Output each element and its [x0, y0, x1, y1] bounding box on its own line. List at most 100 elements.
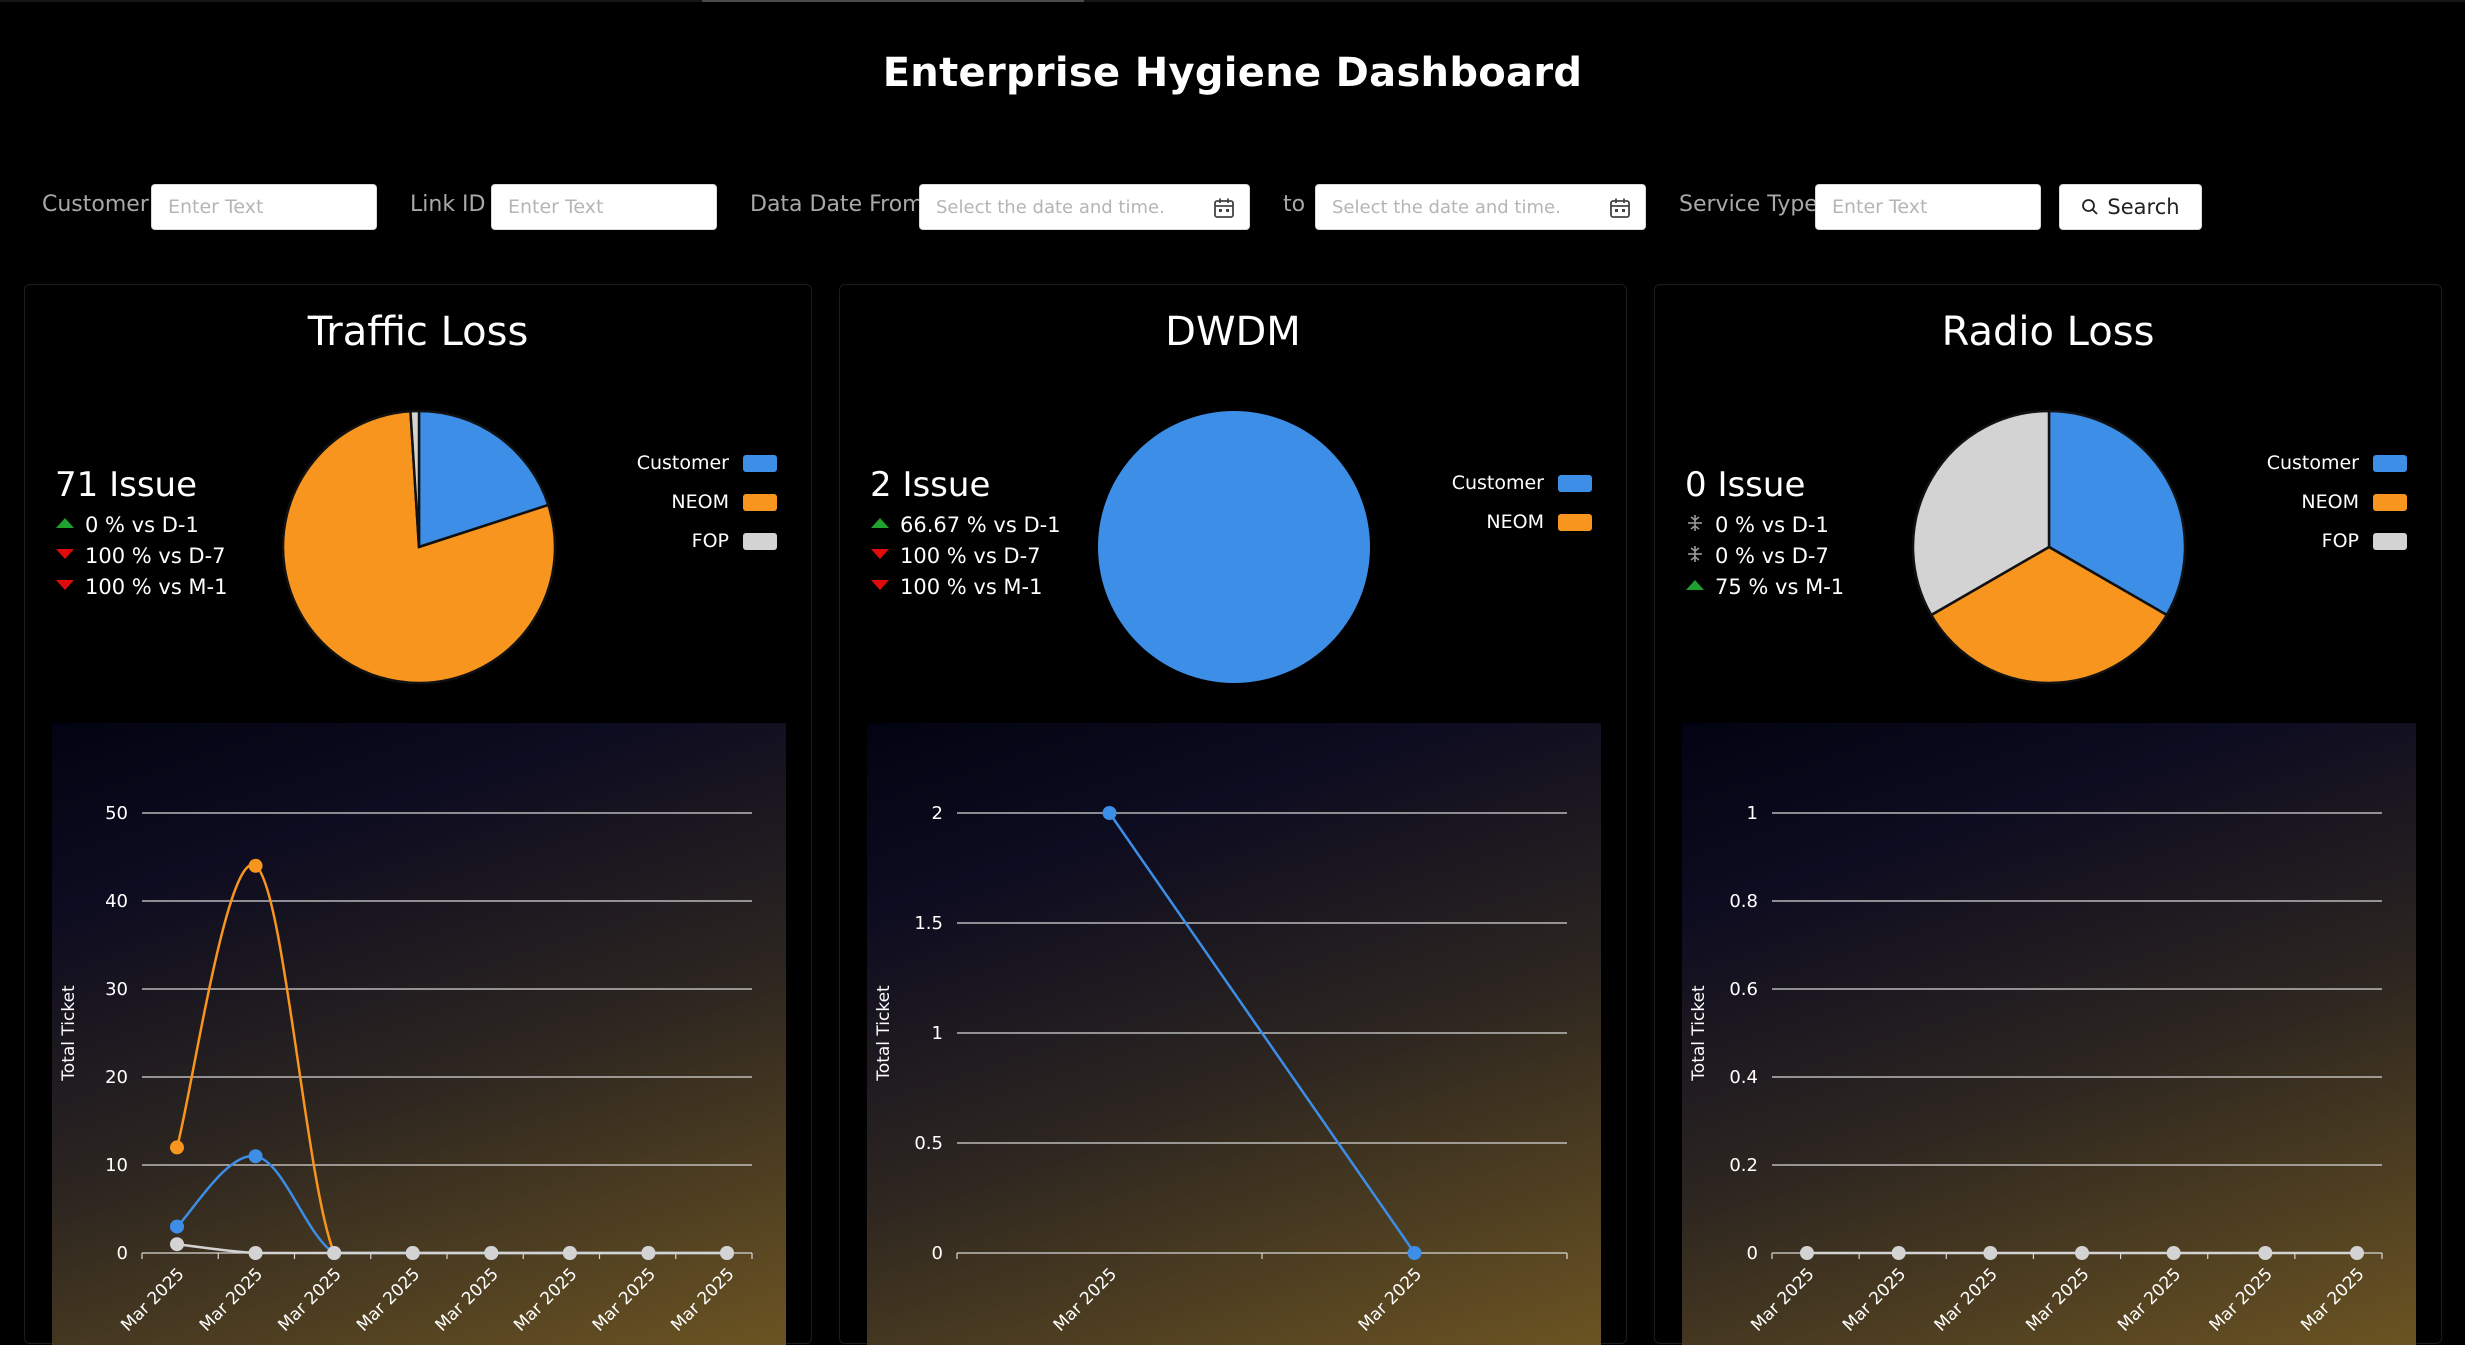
y-tick-label: 50 [105, 803, 128, 824]
y-tick-label: 0 [932, 1243, 943, 1264]
legend-label: FOP [691, 530, 729, 552]
kpi-block: 2 Issue 66.67 % vs D-1 100 % vs D-7 100 … [870, 465, 1061, 602]
legend-item[interactable]: Customer [1452, 472, 1592, 494]
to-label: to [1283, 192, 1306, 217]
delta-row: 0 % vs D-1 [1685, 509, 1844, 540]
date-from-picker[interactable] [919, 184, 1250, 230]
legend-item[interactable]: Customer [2267, 452, 2407, 474]
pie-slice[interactable] [1929, 545, 2169, 685]
x-tick-label: Mar 2025 [1839, 1264, 1910, 1335]
card-title: Radio Loss [1941, 309, 2155, 355]
issue-count: 0 Issue [1685, 465, 1806, 505]
link-id-input[interactable] [491, 184, 717, 230]
x-tick-label: Mar 2025 [2114, 1264, 2185, 1335]
calendar-icon[interactable] [1609, 197, 1631, 219]
series-line [1108, 812, 1416, 1254]
legend-item[interactable]: FOP [692, 530, 777, 552]
card-dwdm: DWDM 2 Issue 66.67 % vs D-1 100 % vs D-7… [839, 284, 1627, 1345]
pie-slice[interactable] [1911, 409, 2051, 617]
x-tick-label: Mar 2025 [432, 1264, 503, 1335]
data-point[interactable] [1983, 1246, 1998, 1260]
neutral-trend-icon [1688, 514, 1702, 531]
x-tick-label: Mar 2025 [2022, 1264, 2093, 1335]
delta-text: 100 % vs D-7 [900, 543, 1041, 568]
pie-slice[interactable] [409, 409, 421, 548]
y-tick-label: 1 [932, 1023, 943, 1044]
pie-slice[interactable] [417, 409, 550, 549]
trend-icon [870, 575, 900, 599]
search-button[interactable]: Search [2059, 184, 2202, 230]
legend-swatch [2373, 493, 2407, 511]
data-point[interactable] [720, 1246, 734, 1260]
service-type-input[interactable] [1815, 184, 2041, 230]
data-point[interactable] [405, 1246, 420, 1260]
pie-slice[interactable] [2047, 409, 2187, 617]
date-to-input[interactable] [1316, 185, 1606, 229]
data-point[interactable] [170, 1140, 184, 1155]
data-point[interactable] [484, 1246, 499, 1260]
legend-item[interactable]: Customer [637, 452, 777, 474]
data-point[interactable] [641, 1246, 656, 1260]
issue-count: 71 Issue [55, 465, 197, 505]
y-tick-label: 0.2 [1729, 1155, 1758, 1176]
data-point[interactable] [248, 858, 263, 873]
pie-slice[interactable] [1098, 411, 1370, 683]
legend-item[interactable]: FOP [2322, 530, 2407, 552]
legend-item[interactable]: NEOM [2301, 491, 2407, 513]
data-point[interactable] [1891, 1246, 1906, 1260]
arrow-down-icon [871, 579, 889, 590]
data-point[interactable] [2166, 1246, 2181, 1260]
legend-label: FOP [2321, 530, 2359, 552]
y-axis-label: Total Ticket [874, 985, 894, 1082]
legend-swatch [2373, 532, 2407, 550]
trend-icon [1685, 544, 1715, 568]
x-tick-label: Mar 2025 [2297, 1264, 2368, 1335]
legend-swatch [743, 493, 777, 511]
date-from-input[interactable] [920, 185, 1210, 229]
data-point[interactable] [1407, 1246, 1422, 1260]
delta-row: 100 % vs M-1 [870, 571, 1061, 602]
series-line [175, 863, 727, 1255]
filter-bar: Customer Link ID Data Date From to Servi… [0, 0, 2465, 240]
data-point[interactable] [2075, 1246, 2089, 1260]
legend-swatch [1558, 474, 1592, 492]
trend-icon [55, 575, 85, 599]
data-point[interactable] [2350, 1246, 2364, 1260]
pie-slice[interactable] [281, 409, 557, 685]
data-point[interactable] [327, 1246, 342, 1260]
delta-text: 100 % vs M-1 [900, 574, 1043, 599]
y-tick-label: 2 [932, 803, 943, 824]
data-point[interactable] [562, 1246, 577, 1260]
line-chart: 0 0.2 0.4 0.6 0.8 1 Total Ticket Mar 2025 Mar 20… [1682, 723, 2416, 1345]
card-traffic-loss: Traffic Loss 71 Issue 0 % vs D-1 100 % v… [24, 284, 812, 1345]
date-to-picker[interactable] [1315, 184, 1646, 230]
delta-text: 0 % vs D-1 [85, 512, 199, 537]
trend-icon [1685, 513, 1715, 537]
data-point[interactable] [1102, 806, 1117, 820]
data-point[interactable] [170, 1237, 184, 1252]
arrow-up-icon [1686, 579, 1704, 590]
delta-row: 0 % vs D-7 [1685, 540, 1844, 571]
customer-input[interactable] [151, 184, 377, 230]
x-tick-label: Mar 2025 [2206, 1264, 2277, 1335]
legend-label: NEOM [671, 491, 729, 513]
series-line [176, 1242, 727, 1255]
data-point[interactable] [170, 1219, 184, 1234]
y-axis-label: Total Ticket [1689, 985, 1709, 1082]
data-point[interactable] [2258, 1246, 2273, 1260]
x-tick-label: Mar 2025 [510, 1264, 581, 1335]
y-tick-label: 40 [105, 891, 128, 912]
arrow-up-icon [871, 517, 889, 528]
customer-label: Customer [42, 192, 149, 217]
legend-swatch [2373, 454, 2407, 472]
data-point[interactable] [248, 1246, 263, 1260]
calendar-icon[interactable] [1213, 197, 1235, 219]
delta-text: 100 % vs D-7 [85, 543, 226, 568]
data-point[interactable] [1800, 1246, 1814, 1260]
y-tick-label: 0.6 [1729, 979, 1758, 1000]
delta-row: 100 % vs D-7 [55, 540, 228, 571]
delta-text: 66.67 % vs D-1 [900, 512, 1061, 537]
data-point[interactable] [248, 1149, 263, 1164]
legend-item[interactable]: NEOM [1486, 511, 1592, 533]
legend-item[interactable]: NEOM [671, 491, 777, 513]
